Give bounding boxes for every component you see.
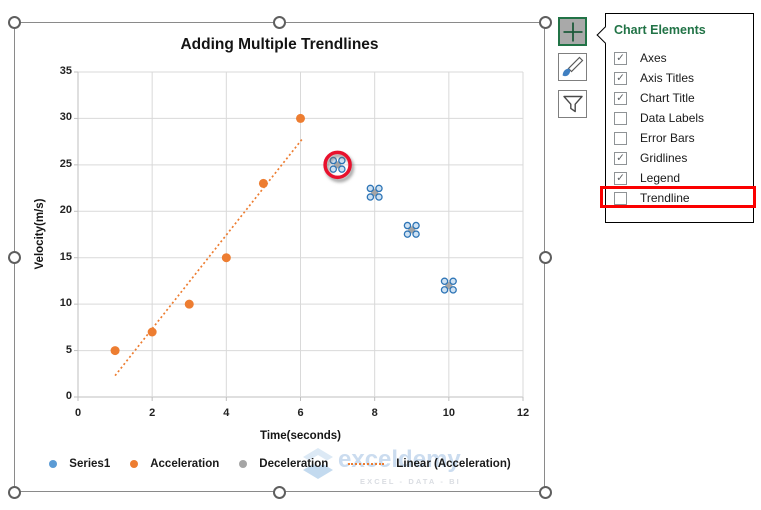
- y-tick-label: 15: [59, 250, 72, 263]
- chart-legend[interactable]: Series1 Acceleration Deceleration Linear (A…: [40, 458, 520, 470]
- selection-handle-icon: [329, 165, 338, 173]
- data-point-acceleration[interactable]: [110, 346, 120, 356]
- chart-element-item-legend[interactable]: ✓ Legend: [606, 168, 753, 188]
- data-point-acceleration[interactable]: [221, 253, 231, 263]
- checkbox-error-bars[interactable]: [614, 131, 627, 145]
- panel-title: Chart Elements: [614, 23, 706, 37]
- legend-label: Acceleration: [150, 458, 220, 470]
- chart-element-item-chart-title[interactable]: ✓ Chart Title: [606, 88, 753, 108]
- checkbox-label: Gridlines: [640, 151, 688, 165]
- selection-handle-icon: [366, 184, 375, 193]
- chart-element-item-axis-titles[interactable]: ✓ Axis Titles: [606, 68, 753, 88]
- legend-item-deceleration[interactable]: Deceleration: [239, 458, 328, 470]
- legend-item-series1[interactable]: Series1: [49, 458, 110, 470]
- selection-handle-icon: [440, 286, 449, 294]
- checkbox-label: Data Labels: [640, 111, 705, 125]
- resize-handle-top-center[interactable]: [273, 15, 286, 29]
- selection-handle-icon: [440, 277, 449, 286]
- chart-element-item-gridlines[interactable]: ✓ Gridlines: [606, 148, 753, 168]
- legend-dot-icon: [130, 460, 139, 468]
- selection-handle-icon: [375, 193, 383, 201]
- legend-dot-icon: [49, 460, 58, 468]
- checkbox-gridlines[interactable]: ✓: [614, 151, 627, 165]
- y-tick-label: 5: [65, 343, 72, 356]
- legend-dot-icon: [239, 460, 248, 468]
- chart-element-item-axes[interactable]: ✓ Axes: [606, 48, 753, 68]
- checkbox-label: Trendline: [640, 191, 690, 205]
- legend-item-acceleration[interactable]: Acceleration: [130, 458, 219, 470]
- x-tick-label: 12: [516, 407, 530, 419]
- x-tick-label: 0: [74, 407, 82, 419]
- checkbox-label: Chart Title: [640, 91, 695, 105]
- checkbox-data-labels[interactable]: [614, 111, 627, 125]
- legend-dotted-line-icon: [348, 463, 385, 465]
- y-tick-label: 25: [59, 157, 72, 170]
- chart-styles-button[interactable]: [558, 53, 587, 81]
- plus-icon: [563, 22, 582, 41]
- x-tick-label: 10: [442, 407, 455, 419]
- funnel-icon: [562, 95, 583, 113]
- red-circle-annotation: [323, 150, 352, 180]
- data-point-acceleration[interactable]: [258, 178, 268, 188]
- x-tick-label: 4: [223, 407, 230, 419]
- checkbox-label: Legend: [640, 171, 681, 185]
- resize-handle-bottom-right[interactable]: [538, 485, 552, 499]
- selection-handle-icon: [329, 156, 338, 165]
- selection-handle-icon: [403, 230, 412, 238]
- checkbox-chart-title[interactable]: ✓: [614, 91, 627, 105]
- resize-handle-top-right[interactable]: [538, 15, 552, 29]
- checkbox-legend[interactable]: ✓: [614, 171, 627, 185]
- chart-area-frame[interactable]: [14, 22, 545, 492]
- checkbox-axis-titles[interactable]: ✓: [614, 71, 627, 85]
- selection-handle-icon: [449, 277, 457, 286]
- chart-elements-panel: Chart Elements ✓ Axes ✓ Axis Titles ✓ Chart T…: [596, 13, 756, 223]
- resize-handle-bottom-center[interactable]: [273, 485, 286, 499]
- selection-handle-icon: [403, 221, 412, 230]
- data-point-acceleration[interactable]: [296, 113, 305, 123]
- resize-handle-middle-left[interactable]: [7, 250, 21, 264]
- selection-handle-icon: [449, 286, 457, 294]
- resize-handle-bottom-left[interactable]: [7, 485, 21, 499]
- x-tick-label: 8: [371, 407, 378, 419]
- x-tick-label: 2: [149, 407, 156, 419]
- resize-handle-top-left[interactable]: [7, 15, 21, 29]
- chart-element-item-data-labels[interactable]: Data Labels: [606, 108, 753, 128]
- paintbrush-icon: [562, 56, 583, 77]
- chart-title[interactable]: Adding Multiple Trendlines: [180, 36, 379, 53]
- chart-filters-button[interactable]: [558, 90, 587, 118]
- x-axis-title[interactable]: Time(seconds): [260, 430, 341, 442]
- checkbox-axes[interactable]: ✓: [614, 51, 627, 65]
- selection-handle-icon: [412, 230, 420, 238]
- y-tick-label: 35: [59, 65, 72, 77]
- y-tick-label: 20: [59, 204, 72, 217]
- legend-label: Linear (Acceleration): [396, 458, 511, 470]
- selection-handle-icon: [375, 184, 383, 193]
- resize-handle-middle-right[interactable]: [538, 250, 552, 264]
- y-tick-label: 10: [59, 297, 72, 310]
- chart-elements-list: ✓ Axes ✓ Axis Titles ✓ Chart Title Data Labels…: [600, 48, 756, 208]
- checkbox-trendline[interactable]: [614, 191, 627, 205]
- data-point-acceleration[interactable]: [147, 327, 157, 337]
- selection-handle-icon: [338, 165, 346, 173]
- selection-handle-icon: [338, 156, 346, 165]
- y-tick-label: 30: [59, 111, 72, 124]
- legend-item-linear-acceleration-[interactable]: Linear (Acceleration): [348, 458, 511, 470]
- y-tick-label: 0: [65, 390, 72, 402]
- legend-label: Deceleration: [259, 458, 329, 470]
- data-point-acceleration[interactable]: [184, 299, 194, 309]
- selection-handle-icon: [366, 193, 375, 201]
- checkbox-label: Axis Titles: [640, 71, 695, 85]
- chart-element-item-error-bars[interactable]: Error Bars: [606, 128, 753, 148]
- chart-elements-button[interactable]: [558, 17, 587, 46]
- selection-handle-icon: [412, 221, 420, 230]
- y-axis-title[interactable]: Velocity(m/s): [34, 198, 46, 270]
- legend-label: Series1: [69, 458, 111, 470]
- checkbox-label: Axes: [640, 51, 667, 65]
- chart-element-item-trendline[interactable]: Trendline: [600, 186, 756, 208]
- checkbox-label: Error Bars: [640, 131, 695, 145]
- x-tick-label: 6: [297, 407, 304, 419]
